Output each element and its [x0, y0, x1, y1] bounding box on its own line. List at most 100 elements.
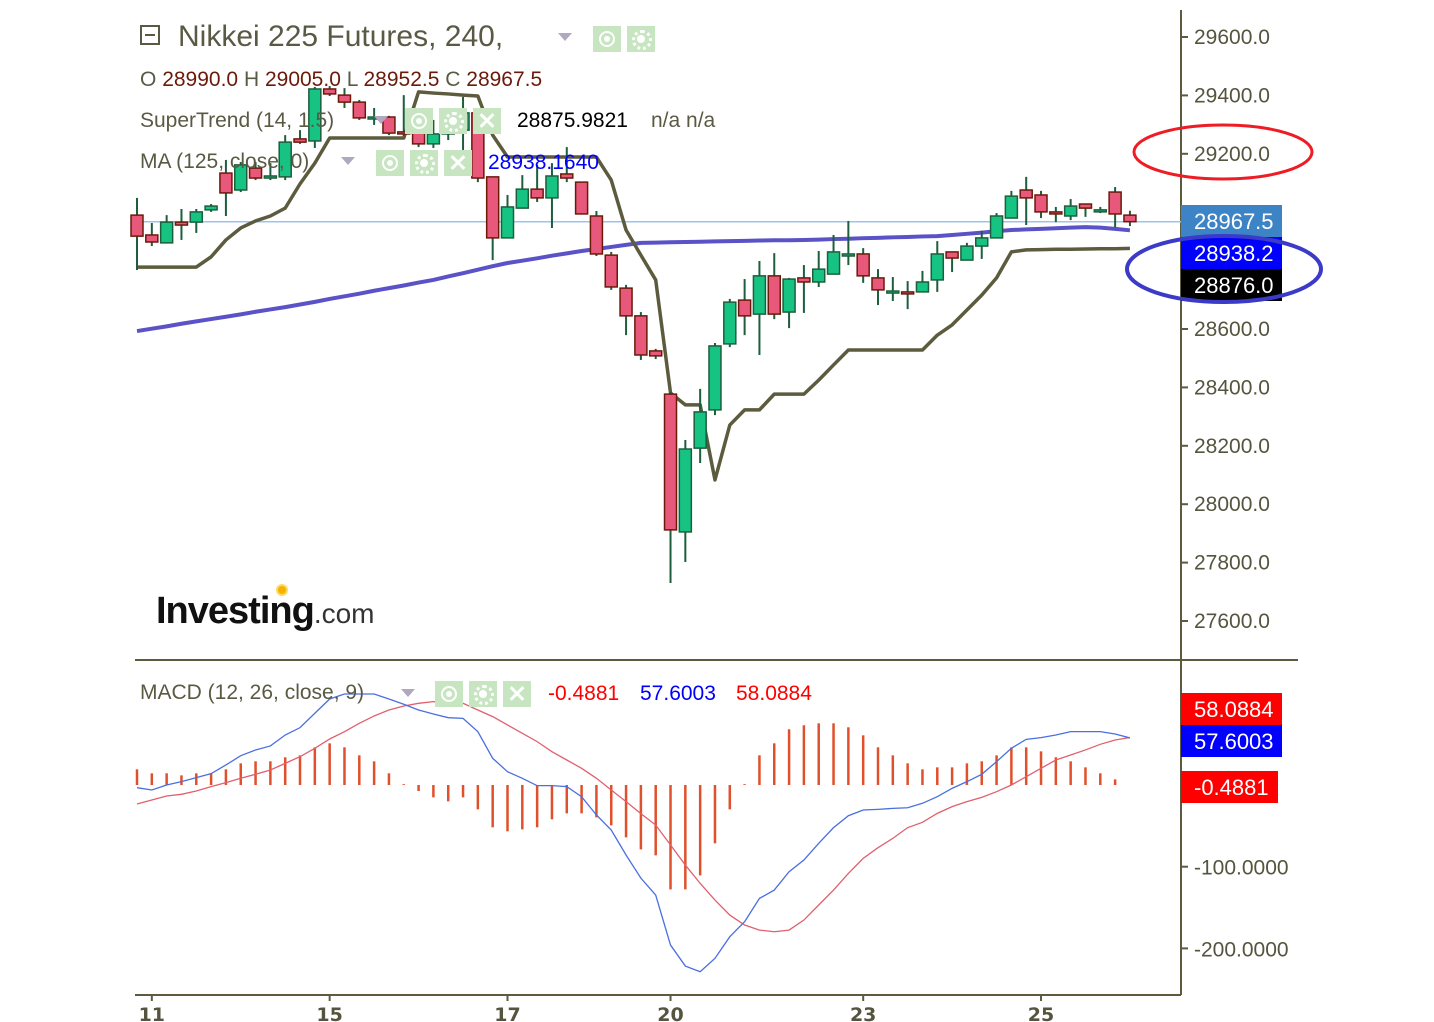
candle: [204, 204, 218, 212]
macd-close-icon[interactable]: [503, 681, 531, 707]
candle-body: [189, 211, 204, 223]
macd-badge-bg: [1181, 771, 1278, 803]
logo-suffix: .com: [313, 598, 375, 629]
candle: [589, 211, 604, 256]
candle-body: [648, 350, 663, 357]
ma-legend-label: MA (125, close, 0): [140, 150, 310, 173]
ma-eye-icon[interactable]: [376, 150, 404, 176]
candle-body: [782, 278, 796, 313]
candle: [737, 279, 752, 336]
candle: [174, 208, 189, 240]
macd-line: [136, 693, 1131, 973]
candle-body: [989, 215, 1004, 239]
macd-line-value: 57.6003: [640, 682, 716, 705]
candle: [974, 230, 989, 259]
time-tick-label: 11: [139, 1004, 165, 1022]
candle-body: [767, 275, 782, 315]
price-badge-label: 28876.0: [1194, 273, 1274, 298]
candle-body: [811, 268, 826, 283]
candle-body: [233, 164, 248, 191]
candle-body: [545, 175, 559, 199]
candle-body: [130, 214, 144, 237]
candle: [1108, 187, 1122, 228]
candle-body: [145, 234, 159, 243]
high-label: H: [243, 68, 260, 91]
chart-title: Nikkei 225 Futures, 240,: [178, 20, 504, 53]
candle-body: [485, 176, 500, 239]
candle-body: [915, 281, 930, 293]
candle-body: [426, 133, 441, 145]
candle-body: [841, 253, 856, 257]
ma-close-icon[interactable]: [444, 150, 472, 176]
candle: [693, 388, 707, 464]
macd-hist-value: -0.4881: [548, 682, 620, 705]
candle-body: [219, 172, 233, 194]
candle: [930, 241, 945, 292]
candle: [560, 147, 574, 183]
candle: [233, 161, 248, 193]
candle: [900, 281, 915, 310]
time-tick-label: 23: [850, 1004, 876, 1022]
supertrend-chevron-down-icon[interactable]: [374, 116, 388, 124]
candle-body: [708, 345, 722, 411]
candle: [619, 284, 633, 336]
candle-body: [1078, 203, 1093, 209]
candle-body: [1108, 191, 1122, 215]
candle: [723, 298, 737, 348]
price-tick-label: 27600.0: [1194, 610, 1270, 633]
logo-star-icon: [278, 586, 286, 594]
candle-body: [871, 277, 885, 291]
candle-body: [322, 88, 337, 95]
price-tick-label: 29400.0: [1194, 84, 1270, 107]
ma-gear-icon[interactable]: [410, 150, 438, 176]
supertrend-line: [137, 90, 1130, 482]
candle: [1004, 190, 1019, 219]
supertrend-gear-icon[interactable]: [439, 108, 467, 134]
candle-body: [1063, 205, 1078, 217]
candle: [841, 220, 856, 266]
ma-chevron-down-icon[interactable]: [341, 157, 355, 165]
time-tick-label: 20: [657, 1004, 683, 1022]
macd-chevron-down-icon[interactable]: [401, 689, 415, 697]
candle: [648, 348, 663, 360]
candle: [708, 343, 722, 416]
candle-body: [515, 188, 530, 209]
supertrend-legend-label: SuperTrend (14, 1.5): [140, 109, 335, 132]
candle: [945, 251, 959, 273]
candle-body: [604, 254, 618, 288]
candle: [1049, 206, 1063, 223]
price-tick-label: 29200.0: [1194, 143, 1270, 166]
candle-body: [960, 245, 974, 261]
macd-eye-icon[interactable]: [435, 681, 463, 707]
candle-body: [723, 301, 737, 345]
candle: [1019, 176, 1033, 226]
price-tick-label: 27800.0: [1194, 552, 1270, 575]
candle-body: [263, 175, 278, 179]
open-value: 28990.0: [162, 68, 239, 91]
close-value: 28967.5: [466, 68, 543, 91]
supertrend-eye-icon[interactable]: [405, 108, 433, 134]
gear-icon[interactable]: [627, 26, 655, 52]
candle-body: [900, 291, 915, 295]
candle: [797, 265, 811, 313]
candle-body: [678, 448, 693, 533]
supertrend-close-icon[interactable]: [473, 108, 501, 134]
title-chevron-down-icon[interactable]: [558, 33, 572, 41]
macd-signal-value: 58.0884: [736, 682, 812, 705]
macd-tick-label: -100.0000: [1194, 857, 1289, 880]
candle: [989, 213, 1004, 239]
annotation-ellipse-blue: [1125, 234, 1323, 304]
price-badge-bg: [1181, 205, 1282, 237]
candle: [871, 269, 885, 306]
price-tick-label: 28400.0: [1194, 376, 1270, 399]
close-label: C: [445, 68, 461, 91]
candle: [293, 130, 307, 144]
candle: [782, 277, 796, 329]
macd-gear-icon[interactable]: [469, 681, 497, 707]
price-badge-bg: [1181, 269, 1282, 301]
collapse-icon[interactable]: [140, 25, 160, 45]
eye-icon[interactable]: [593, 26, 621, 52]
time-tick-label: 15: [316, 1004, 342, 1022]
